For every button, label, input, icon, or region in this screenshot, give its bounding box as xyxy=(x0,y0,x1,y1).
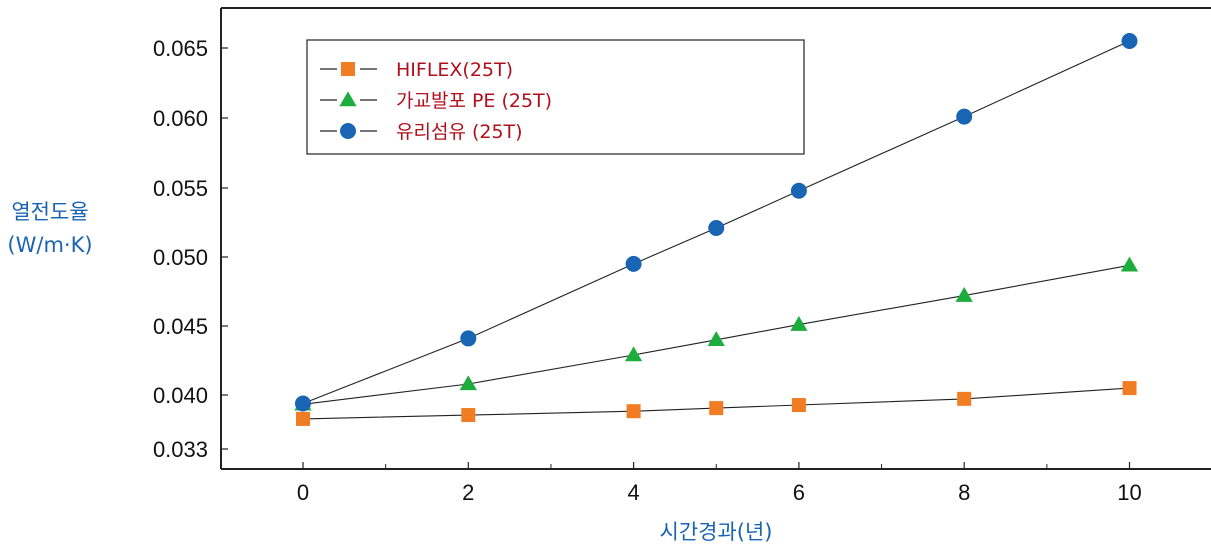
data-point xyxy=(459,375,477,391)
data-point xyxy=(956,108,973,125)
data-point xyxy=(1120,256,1139,272)
y-axis-title-line2: (W/m·K) xyxy=(7,233,92,257)
data-point xyxy=(624,346,643,362)
legend-marker xyxy=(340,123,356,139)
x-tick-labels: 0 2 4 6 8 10 xyxy=(297,480,1142,505)
x-tick-label: 4 xyxy=(627,480,639,505)
y-tick-label: 0.065 xyxy=(153,36,208,61)
data-point xyxy=(1122,381,1137,396)
x-tick-label: 2 xyxy=(462,480,474,505)
legend-marker xyxy=(341,62,355,76)
series-2 xyxy=(294,256,1139,411)
y-tick-label: 0.060 xyxy=(153,106,208,131)
y-tick-label: 0.033 xyxy=(153,437,208,462)
y-tick-labels: 0.033 0.040 0.045 0.050 0.055 0.060 0.065 xyxy=(153,36,208,462)
data-point xyxy=(791,398,806,413)
data-point xyxy=(790,182,807,199)
x-tick-label: 10 xyxy=(1117,480,1141,505)
axis-ticks xyxy=(221,47,1131,469)
series-1 xyxy=(296,381,1137,426)
legend-label: 가교발포 PE (25T) xyxy=(396,90,552,112)
y-tick-label: 0.040 xyxy=(153,383,208,408)
legend-label: 유리섬유 (25T) xyxy=(396,121,523,143)
x-axis-title: 시간경과(년) xyxy=(660,520,773,544)
y-tick-label: 0.050 xyxy=(153,245,208,270)
data-point xyxy=(790,315,808,331)
data-point xyxy=(296,411,310,426)
series-3 xyxy=(295,33,1138,412)
legend: HIFLEX(25T) 가교발포 PE (25T) 유리섬유 (25T) xyxy=(306,39,805,155)
legend-marker xyxy=(339,91,357,107)
data-point xyxy=(626,404,641,419)
y-axis-title-line1: 열전도율 xyxy=(11,200,88,224)
y-tick-label: 0.045 xyxy=(153,314,208,339)
x-tick-label: 0 xyxy=(297,480,309,505)
legend-item: HIFLEX(25T) xyxy=(320,59,513,81)
data-point xyxy=(708,220,725,237)
legend-items: HIFLEX(25T) 가교발포 PE (25T) 유리섬유 (25T) xyxy=(320,59,552,143)
legend-item: 유리섬유 (25T) xyxy=(320,121,523,143)
data-point xyxy=(957,391,972,406)
data-point xyxy=(625,255,642,272)
x-tick-label: 6 xyxy=(793,480,805,505)
data-point xyxy=(460,330,477,347)
data-point xyxy=(295,395,311,412)
legend-label: HIFLEX(25T) xyxy=(396,59,513,81)
data-point xyxy=(709,401,724,416)
data-point xyxy=(707,331,725,347)
legend-item: 가교발포 PE (25T) xyxy=(320,90,552,112)
x-tick-label: 8 xyxy=(958,480,970,505)
data-point xyxy=(1121,33,1138,49)
data-point xyxy=(461,408,476,423)
legend-box xyxy=(306,39,805,155)
data-point xyxy=(955,287,973,302)
series-layer xyxy=(294,33,1139,426)
y-tick-label: 0.055 xyxy=(153,176,208,201)
